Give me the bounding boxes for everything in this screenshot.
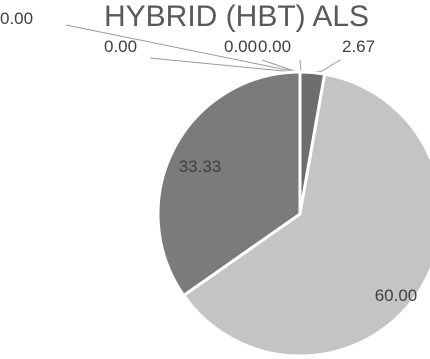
pie-slices [156, 70, 430, 358]
leader-line [299, 59, 302, 73]
leader-line [313, 59, 341, 73]
leader-line [65, 24, 293, 72]
pie-slice [156, 70, 302, 297]
slice-label: 33.33 [179, 157, 222, 176]
slice-label: 0.00 [104, 37, 137, 56]
leader-line [149, 57, 295, 73]
slice-label: 0.00 [0, 9, 33, 28]
slice-label: 0.00 [258, 37, 291, 56]
slice-label: 0.00 [224, 37, 257, 56]
chart-title: HYBRID (HBT) ALS [104, 0, 369, 33]
leader-line [261, 59, 298, 73]
leader-lines [65, 24, 341, 73]
slice-label: 2.67 [342, 37, 375, 56]
slice-label: 60.00 [375, 286, 418, 305]
pie-slice [182, 72, 430, 358]
